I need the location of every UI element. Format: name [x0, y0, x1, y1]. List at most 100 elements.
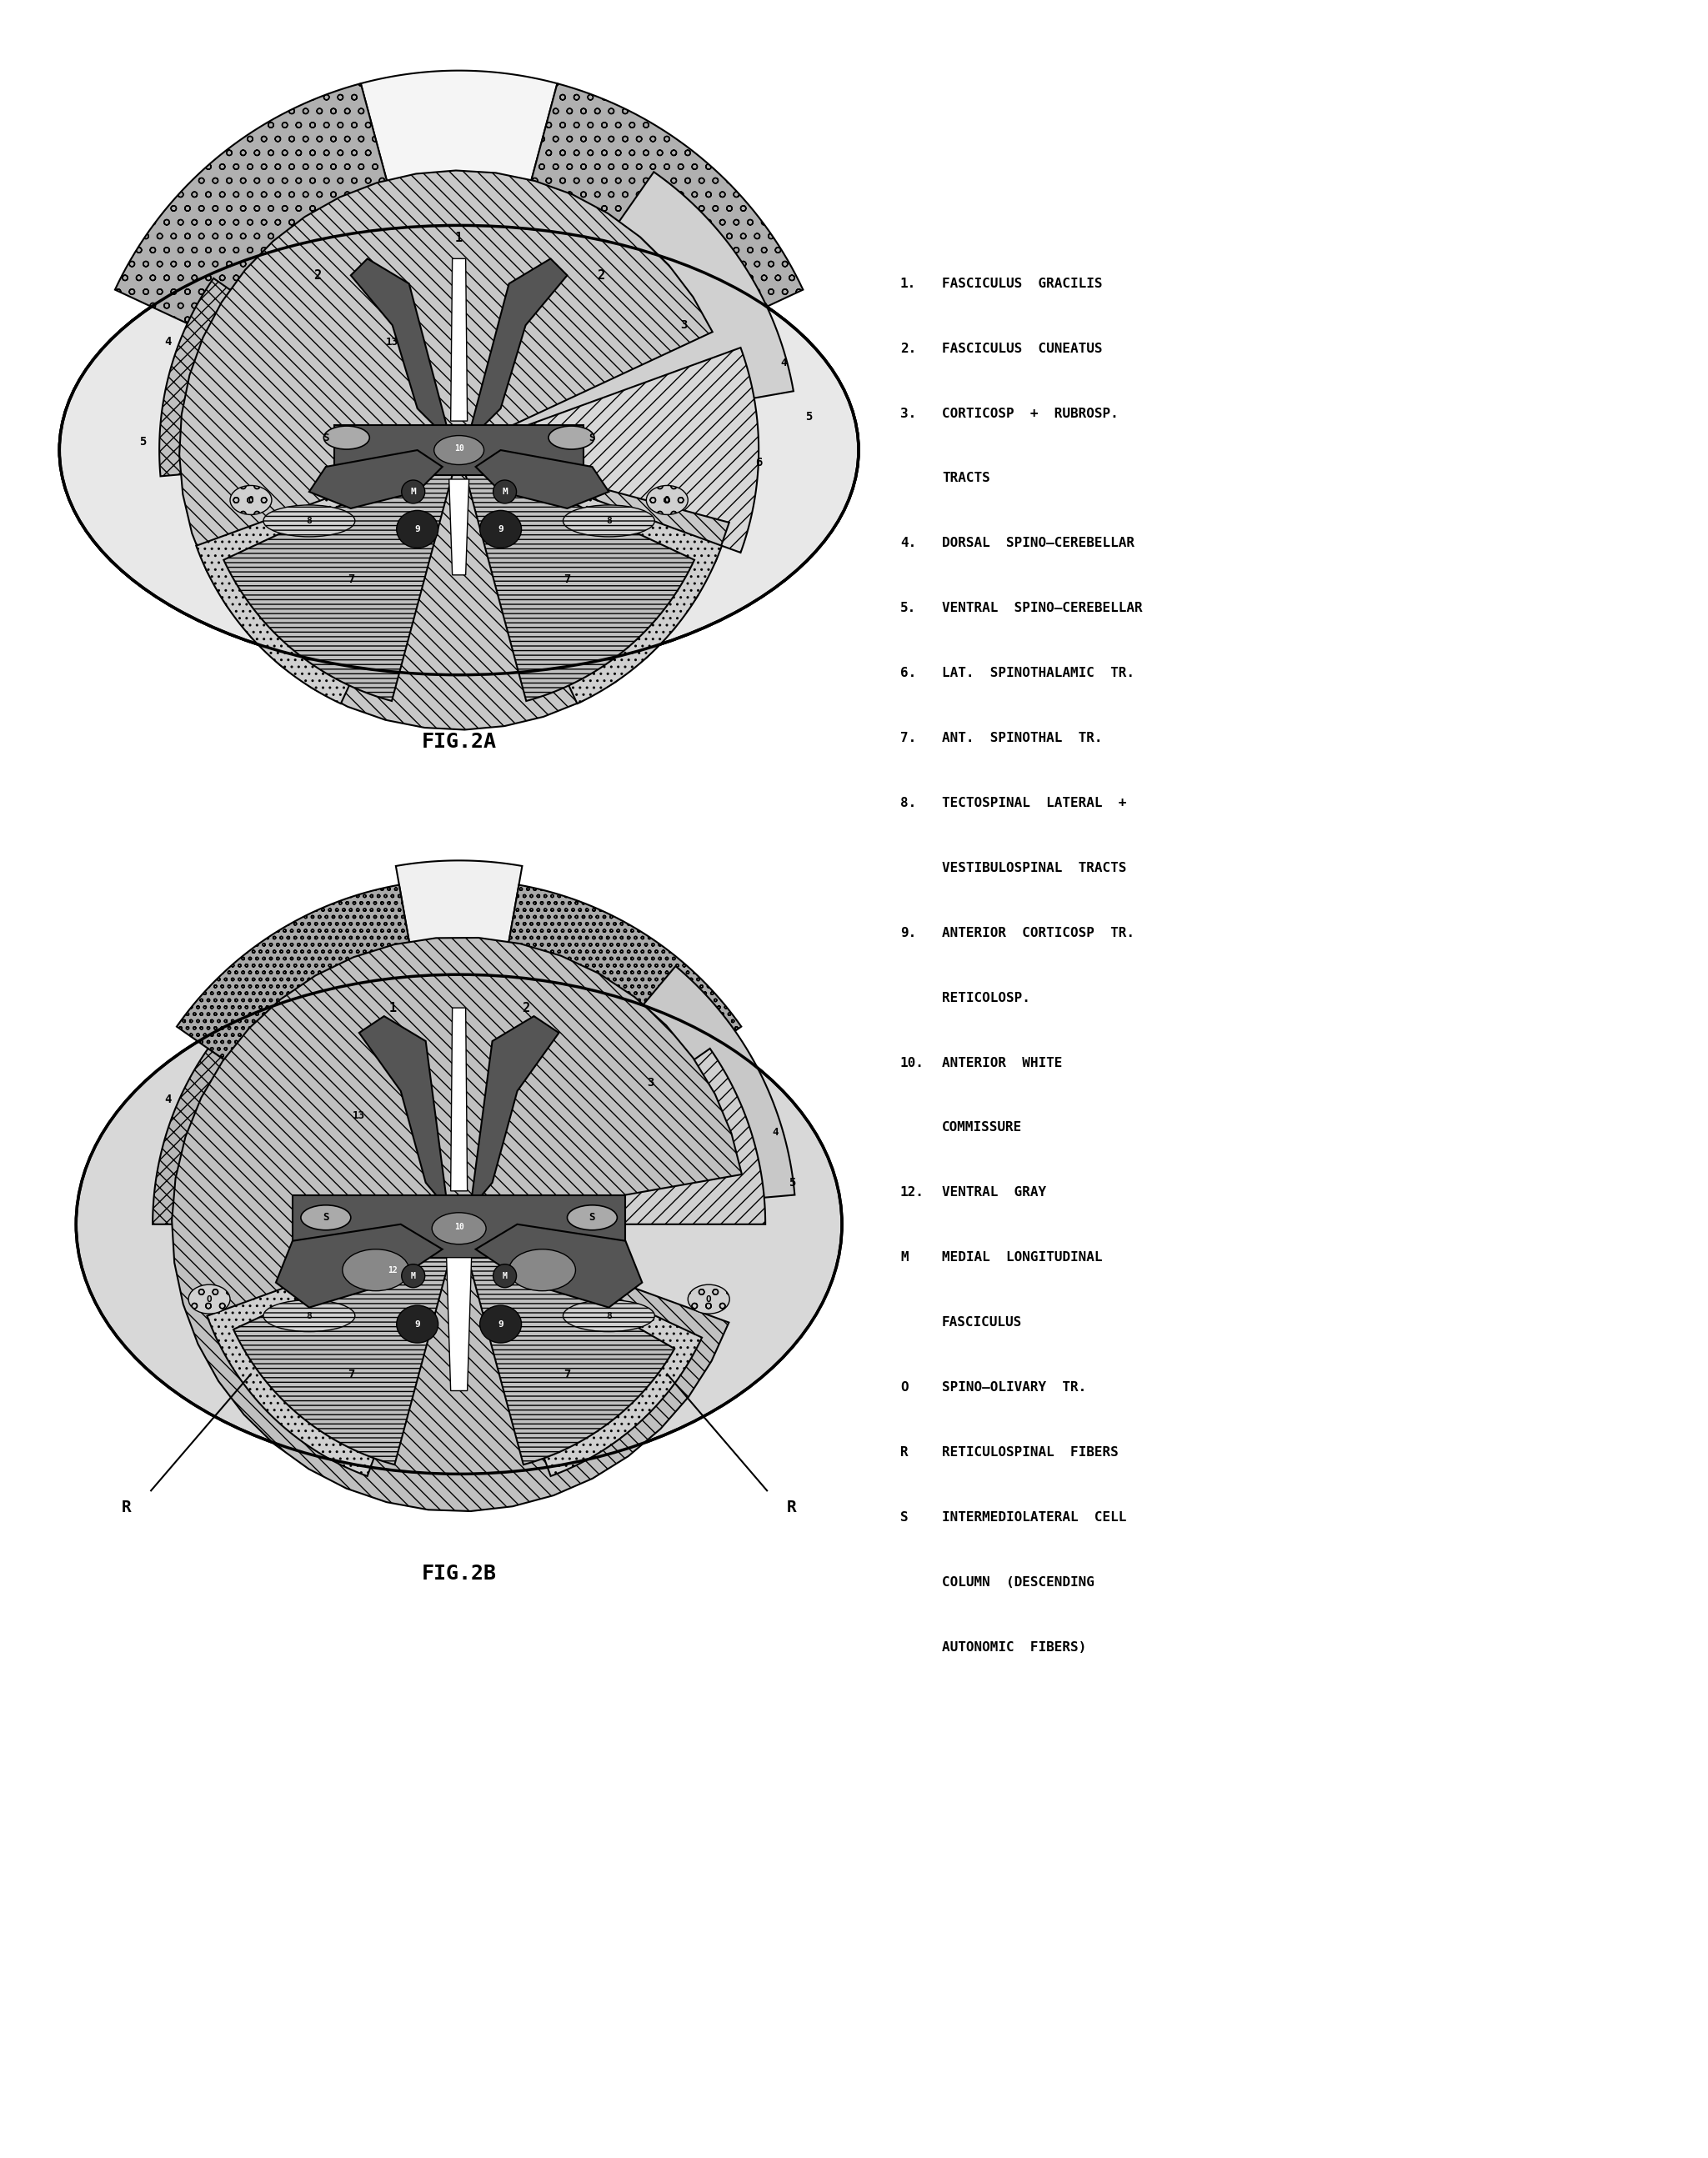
Text: O: O [705, 1295, 712, 1303]
Polygon shape [459, 347, 758, 552]
Text: 8: 8 [306, 516, 313, 524]
Polygon shape [459, 1049, 765, 1224]
Text: COLUMN  (DESCENDING: COLUMN (DESCENDING [941, 1575, 1095, 1588]
Text: S: S [589, 1213, 596, 1224]
Text: VESTIBULOSPINAL  TRACTS: VESTIBULOSPINAL TRACTS [941, 861, 1126, 874]
Text: RETICOLOSP.: RETICOLOSP. [941, 991, 1030, 1003]
Text: FASCICULUS  CUNEATUS: FASCICULUS CUNEATUS [941, 343, 1102, 354]
Text: 8: 8 [606, 516, 611, 524]
Text: 5: 5 [804, 410, 811, 423]
Text: DORSAL  SPINO–CEREBELLAR: DORSAL SPINO–CEREBELLAR [941, 537, 1134, 550]
Text: FIG.2A: FIG.2A [422, 732, 497, 751]
Text: 2: 2 [596, 270, 605, 281]
Text: 9: 9 [415, 524, 420, 533]
Polygon shape [396, 861, 523, 1224]
Text: 4: 4 [781, 358, 787, 369]
Polygon shape [173, 939, 741, 1511]
Polygon shape [159, 278, 459, 477]
Text: 4.: 4. [900, 537, 915, 550]
Ellipse shape [509, 1249, 576, 1290]
Text: 13: 13 [386, 337, 398, 347]
Polygon shape [152, 1049, 459, 1224]
Text: M: M [410, 1271, 415, 1280]
Text: 3: 3 [647, 1077, 654, 1088]
Text: 4: 4 [772, 1126, 779, 1137]
Ellipse shape [432, 1213, 487, 1245]
Text: COMMISSURE: COMMISSURE [941, 1122, 1021, 1133]
Text: ANTERIOR  CORTICOSP  TR.: ANTERIOR CORTICOSP TR. [941, 926, 1134, 939]
Text: 1: 1 [456, 231, 463, 244]
Polygon shape [335, 425, 584, 475]
Polygon shape [196, 451, 459, 704]
Text: 10: 10 [454, 445, 465, 453]
Text: S: S [900, 1511, 909, 1524]
Polygon shape [179, 170, 729, 729]
Text: 10: 10 [454, 1224, 465, 1230]
Text: 12.: 12. [900, 1187, 924, 1200]
Text: O: O [207, 1295, 212, 1303]
Text: INTERMEDIOLATERAL  CELL: INTERMEDIOLATERAL CELL [941, 1511, 1126, 1524]
Polygon shape [359, 1016, 446, 1208]
Text: MEDIAL  LONGITUDINAL: MEDIAL LONGITUDINAL [941, 1252, 1102, 1265]
Ellipse shape [263, 1299, 355, 1331]
Polygon shape [176, 885, 459, 1224]
Polygon shape [459, 451, 722, 704]
Polygon shape [459, 1224, 675, 1465]
Polygon shape [459, 173, 794, 451]
Text: ANTERIOR  WHITE: ANTERIOR WHITE [941, 1057, 1062, 1068]
Ellipse shape [480, 1306, 521, 1342]
Text: LAT.  SPINOTHALAMIC  TR.: LAT. SPINOTHALAMIC TR. [941, 667, 1134, 680]
Text: 2: 2 [523, 1001, 529, 1014]
Ellipse shape [567, 1204, 617, 1230]
Polygon shape [459, 1224, 702, 1476]
Ellipse shape [60, 224, 859, 675]
Ellipse shape [548, 425, 594, 449]
Text: 5: 5 [138, 436, 147, 447]
Polygon shape [234, 1224, 459, 1465]
Ellipse shape [396, 511, 439, 548]
Ellipse shape [564, 505, 654, 537]
Polygon shape [446, 1258, 471, 1390]
Text: S: S [589, 432, 596, 442]
Ellipse shape [77, 975, 842, 1474]
Polygon shape [475, 451, 608, 509]
Text: 3: 3 [680, 319, 687, 330]
Text: R: R [121, 1500, 132, 1515]
Text: 9: 9 [497, 1321, 504, 1329]
Text: 5: 5 [789, 1176, 796, 1189]
Polygon shape [451, 259, 468, 421]
Text: S: S [323, 1213, 330, 1224]
Text: 1: 1 [389, 1001, 396, 1014]
Polygon shape [459, 84, 803, 451]
Ellipse shape [494, 1265, 516, 1288]
Ellipse shape [301, 1204, 350, 1230]
Text: 7: 7 [347, 574, 354, 585]
Polygon shape [459, 967, 794, 1224]
Text: 8: 8 [606, 1312, 611, 1321]
Ellipse shape [343, 1249, 408, 1290]
Text: R: R [787, 1500, 798, 1515]
Polygon shape [309, 451, 442, 509]
Text: 9.: 9. [900, 926, 915, 939]
Polygon shape [471, 1016, 559, 1208]
Polygon shape [114, 84, 459, 451]
Text: M: M [502, 1271, 507, 1280]
Text: 9: 9 [497, 524, 504, 533]
Ellipse shape [188, 1284, 231, 1314]
Text: O: O [248, 496, 254, 505]
Ellipse shape [480, 511, 521, 548]
Ellipse shape [325, 425, 369, 449]
Text: 8.: 8. [900, 796, 915, 809]
Text: M: M [410, 488, 417, 496]
Text: 7: 7 [347, 1368, 354, 1379]
Text: TECTOSPINAL  LATERAL  +: TECTOSPINAL LATERAL + [941, 796, 1126, 809]
Text: R: R [900, 1446, 909, 1459]
Text: FASCICULUS  GRACILIS: FASCICULUS GRACILIS [941, 278, 1102, 289]
Text: 2.: 2. [900, 343, 915, 354]
Text: VENTRAL  GRAY: VENTRAL GRAY [941, 1187, 1045, 1200]
Ellipse shape [401, 479, 425, 503]
Polygon shape [449, 479, 470, 574]
Text: FIG.2B: FIG.2B [422, 1565, 497, 1584]
Ellipse shape [688, 1284, 729, 1314]
Text: AUTONOMIC  FIBERS): AUTONOMIC FIBERS) [941, 1640, 1086, 1653]
